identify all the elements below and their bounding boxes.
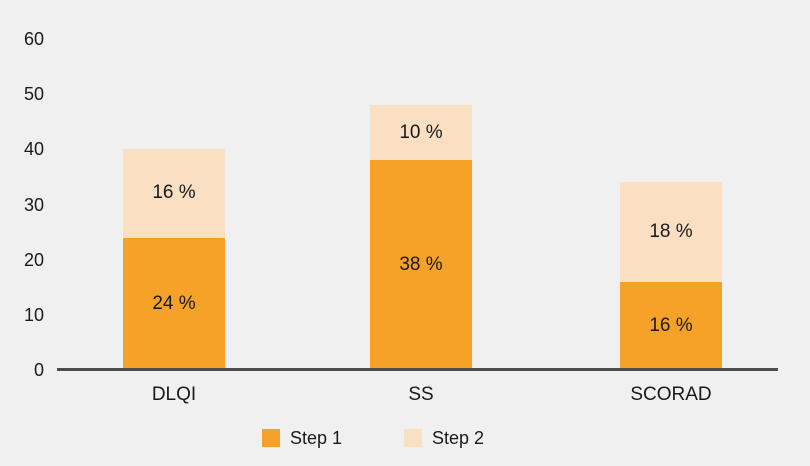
y-axis-tick-label: 50 [23, 84, 44, 105]
legend-label: Step 2 [432, 428, 485, 448]
bar-value-label: 24 % [152, 292, 196, 314]
x-axis-category-label: DLQI [151, 384, 197, 405]
y-axis-tick-label: 20 [23, 249, 44, 270]
x-axis-line [57, 368, 778, 371]
bar-segment-scorad-step-1 [620, 281, 722, 370]
bar-value-label: 38 % [399, 254, 443, 276]
bar-value-label: 16 % [649, 314, 693, 336]
bar-value-label: 10 % [399, 121, 443, 143]
bar-segment-ss-step-2 [370, 105, 472, 161]
bar-value-label: 18 % [649, 221, 693, 243]
bar-segment-dlqi-step-1 [123, 237, 225, 370]
y-axis-tick-label: 30 [23, 194, 44, 215]
y-axis-tick-label: 40 [23, 139, 44, 160]
bar-segment-dlqi-step-2 [123, 149, 225, 238]
bar-segment-ss-step-1 [370, 160, 472, 370]
legend-swatch-step-2 [404, 429, 422, 447]
legend-item-step-2: Step 2 [404, 429, 484, 447]
legend-item-step-1: Step 1 [262, 429, 342, 447]
legend-label: Step 1 [290, 428, 343, 448]
y-axis-tick-label: 0 [33, 360, 44, 380]
legend-swatch-step-1 [262, 429, 280, 447]
bar-value-label: 16 % [152, 182, 196, 204]
x-axis-category-label: SCORAD [630, 384, 712, 405]
y-axis-tick-label: 10 [23, 304, 44, 325]
x-axis-category-label: SS [408, 384, 434, 405]
bar-segment-scorad-step-2 [620, 182, 722, 282]
y-axis-tick-label: 60 [23, 29, 44, 49]
